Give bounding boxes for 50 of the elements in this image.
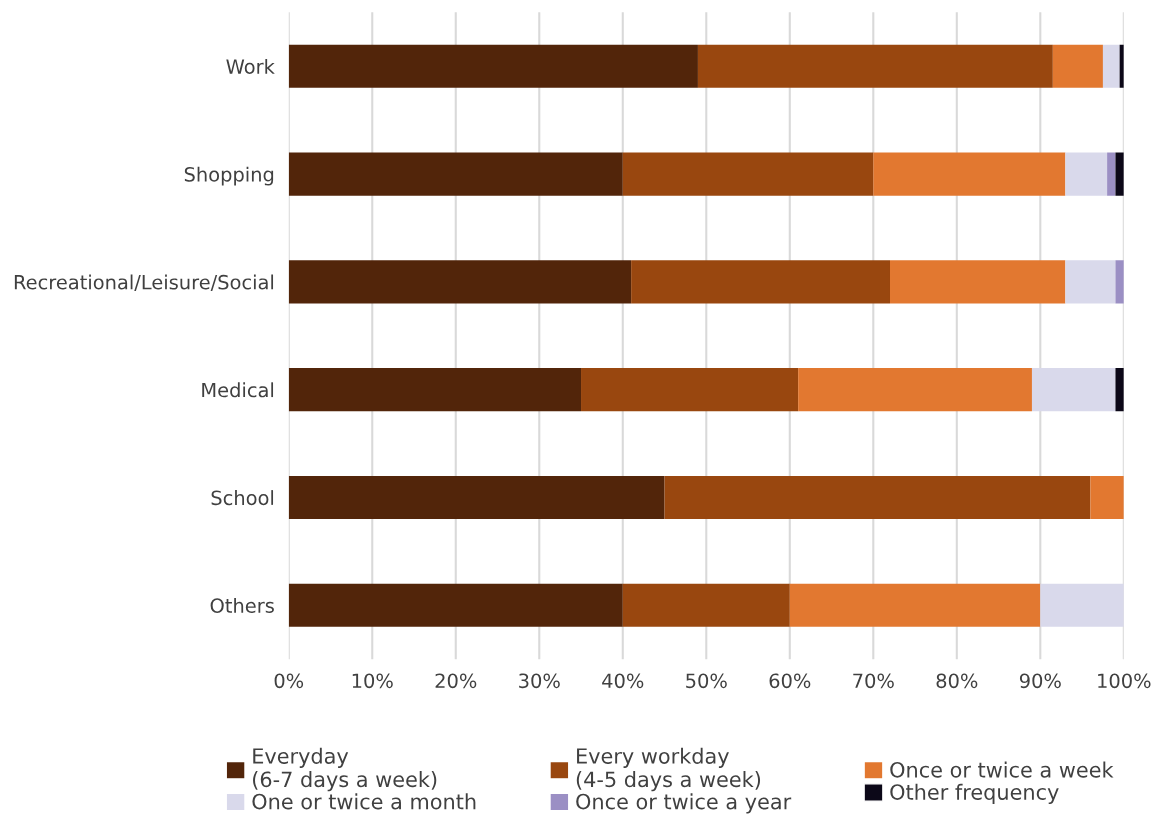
bar bbox=[1065, 260, 1116, 304]
bar bbox=[664, 475, 1091, 520]
bar bbox=[1107, 152, 1116, 196]
bar bbox=[581, 368, 799, 412]
bar bbox=[288, 475, 665, 520]
x-tick-label: 20% bbox=[435, 673, 477, 689]
bar bbox=[1031, 368, 1116, 412]
bar bbox=[622, 583, 790, 627]
x-tick-label: 50% bbox=[686, 673, 727, 689]
bar bbox=[288, 44, 698, 88]
bar bbox=[890, 260, 1066, 304]
bar bbox=[288, 368, 582, 412]
bar bbox=[288, 260, 632, 304]
bar bbox=[631, 260, 890, 304]
bar bbox=[1102, 44, 1120, 88]
x-tick-label: 40% bbox=[602, 673, 644, 689]
bar bbox=[697, 44, 1053, 88]
x-tick-label: 90% bbox=[1019, 673, 1061, 689]
legend-label: Once or twice a year bbox=[576, 793, 792, 814]
y-tick-label: Medical bbox=[202, 382, 274, 398]
bar bbox=[1115, 260, 1124, 304]
y-tick-label: Others bbox=[210, 597, 274, 613]
bar bbox=[789, 583, 1041, 627]
x-tick-label: 30% bbox=[519, 673, 560, 689]
bar bbox=[1115, 368, 1124, 412]
legend-label: Once or twice a week bbox=[890, 761, 1114, 778]
y-tick-label: School bbox=[211, 490, 274, 506]
bar bbox=[622, 152, 874, 196]
legend-label: One or twice a month bbox=[252, 793, 476, 810]
legend-label: Everyday (6-7 days a week) bbox=[253, 747, 437, 792]
bar bbox=[873, 152, 1066, 196]
bar bbox=[1115, 152, 1124, 196]
x-tick-label: 80% bbox=[936, 673, 978, 689]
legend-label: Every workday (4-5 days a week) bbox=[576, 747, 761, 792]
bar bbox=[1052, 44, 1103, 88]
y-tick-label: Shopping bbox=[184, 166, 274, 186]
bar bbox=[798, 368, 1032, 412]
x-tick-label: 70% bbox=[853, 673, 894, 689]
x-tick-label: 10% bbox=[352, 673, 393, 689]
bar bbox=[1065, 152, 1108, 196]
bar bbox=[288, 152, 623, 196]
x-tick-label: 100% bbox=[1098, 673, 1151, 689]
legend-label: Other frequency bbox=[890, 783, 1059, 804]
bar bbox=[1040, 583, 1124, 627]
y-tick-label: Recreational/Leisure/Social bbox=[14, 274, 274, 292]
y-tick-label: Work bbox=[226, 58, 275, 74]
x-tick-label: 60% bbox=[769, 673, 811, 689]
x-tick-label: 0% bbox=[274, 673, 304, 689]
bar bbox=[1090, 475, 1124, 520]
bar bbox=[288, 583, 623, 627]
